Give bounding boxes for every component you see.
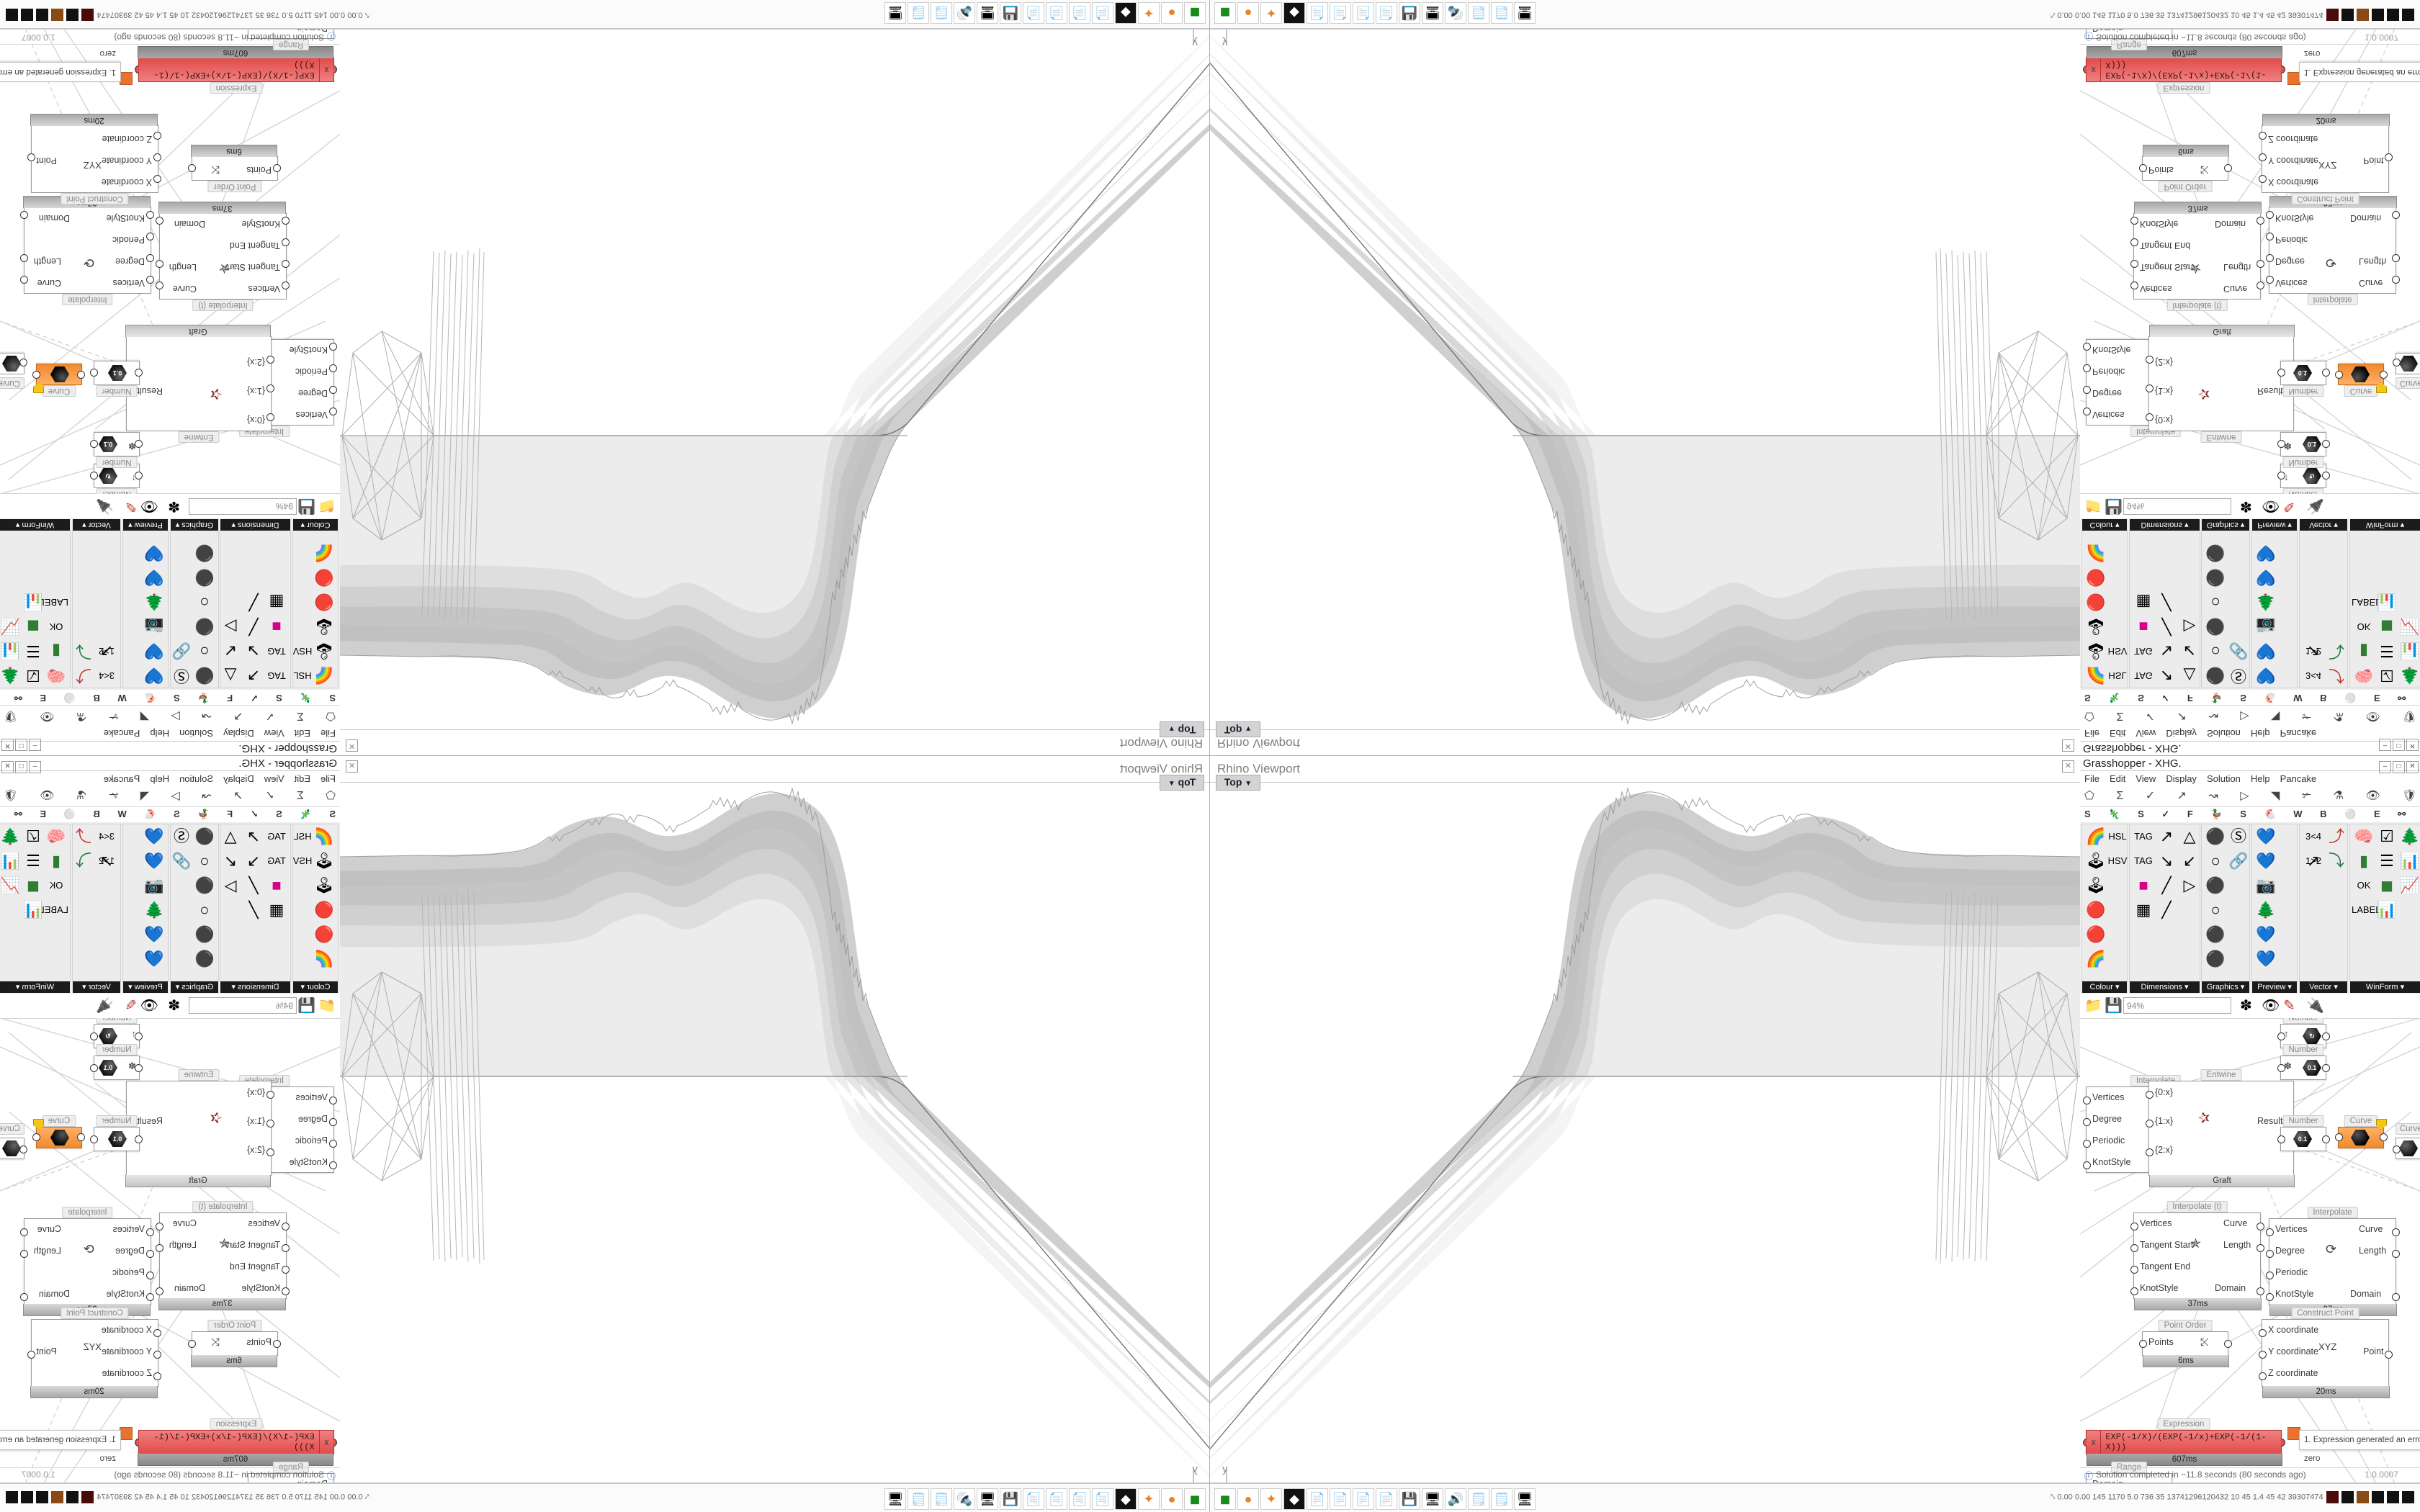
svg-text:y: y: [1222, 37, 1228, 47]
svg-text:y: y: [1222, 1465, 1228, 1475]
svg-text:y: y: [1192, 37, 1198, 47]
svg-text:y: y: [1192, 1465, 1198, 1475]
